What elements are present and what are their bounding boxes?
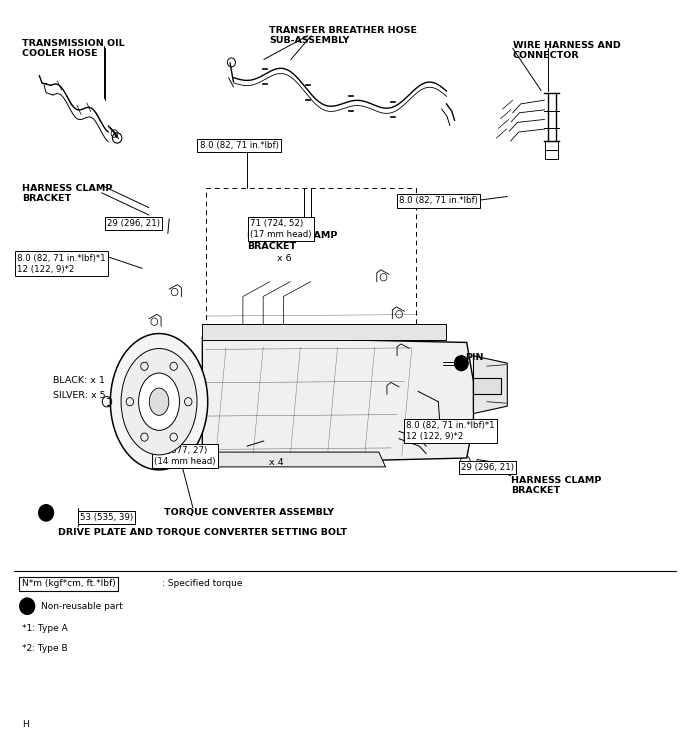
Ellipse shape: [139, 373, 179, 430]
Text: x 4: x 4: [269, 458, 284, 467]
Polygon shape: [473, 378, 500, 395]
Text: BLACK: x 1: BLACK: x 1: [53, 376, 105, 385]
Text: WIRE HARNESS AND
CONNECTOR: WIRE HARNESS AND CONNECTOR: [513, 41, 620, 60]
Text: TRANSFER BREATHER HOSE
SUB-ASSEMBLY: TRANSFER BREATHER HOSE SUB-ASSEMBLY: [269, 26, 417, 45]
Text: 8.0 (82, 71 in.*lbf)*1
12 (122, 9)*2: 8.0 (82, 71 in.*lbf)*1 12 (122, 9)*2: [406, 421, 495, 441]
Text: TRANSMISSION OIL
COOLER HOSE: TRANSMISSION OIL COOLER HOSE: [22, 39, 124, 58]
Text: H: H: [22, 720, 28, 730]
Text: 8.0 (82, 71 in.*lbf): 8.0 (82, 71 in.*lbf): [199, 141, 279, 150]
Text: x 6: x 6: [277, 253, 292, 262]
Circle shape: [39, 505, 54, 521]
Text: *2: Type B: *2: Type B: [22, 644, 68, 653]
Polygon shape: [202, 337, 473, 464]
Text: HARNESS CLAMP
BRACKET: HARNESS CLAMP BRACKET: [511, 476, 601, 495]
Text: DRIVE PLATE AND TORQUE CONVERTER SETTING BOLT: DRIVE PLATE AND TORQUE CONVERTER SETTING…: [58, 528, 346, 537]
Text: Non-reusable part: Non-reusable part: [41, 602, 122, 611]
Text: *1: Type A: *1: Type A: [22, 624, 68, 633]
Bar: [206, 188, 416, 350]
Circle shape: [20, 598, 34, 615]
Polygon shape: [473, 356, 507, 414]
Circle shape: [455, 356, 468, 370]
Text: SILVER: x 5: SILVER: x 5: [53, 392, 106, 401]
Text: 8.0 (82, 71 in.*lbf)*1
12 (122, 9)*2: 8.0 (82, 71 in.*lbf)*1 12 (122, 9)*2: [17, 253, 106, 274]
Text: 29 (296, 21): 29 (296, 21): [107, 218, 160, 228]
Text: HARNESS CLAMP
BRACKET: HARNESS CLAMP BRACKET: [247, 231, 337, 251]
Text: TORQUE CONVERTER ASSEMBLY: TORQUE CONVERTER ASSEMBLY: [164, 508, 334, 516]
FancyBboxPatch shape: [202, 324, 446, 340]
Text: 53 (535, 39): 53 (535, 39): [80, 513, 133, 522]
Text: N*m (kgf*cm, ft.*lbf): N*m (kgf*cm, ft.*lbf): [22, 579, 115, 588]
Text: 71 (724, 52)
(17 mm head): 71 (724, 52) (17 mm head): [250, 218, 312, 239]
Text: HARNESS CLAMP
BRACKET: HARNESS CLAMP BRACKET: [22, 184, 112, 203]
Text: 37 (377, 27)
(14 mm head): 37 (377, 27) (14 mm head): [155, 446, 216, 466]
Ellipse shape: [110, 333, 208, 470]
Text: : Specified torque: : Specified torque: [162, 579, 243, 588]
Text: 8.0 (82, 71 in.*lbf): 8.0 (82, 71 in.*lbf): [399, 197, 478, 206]
Text: 29 (296, 21): 29 (296, 21): [462, 463, 514, 472]
Polygon shape: [203, 452, 386, 467]
Ellipse shape: [121, 349, 197, 455]
Text: PIN: PIN: [464, 354, 483, 362]
Ellipse shape: [149, 388, 169, 415]
